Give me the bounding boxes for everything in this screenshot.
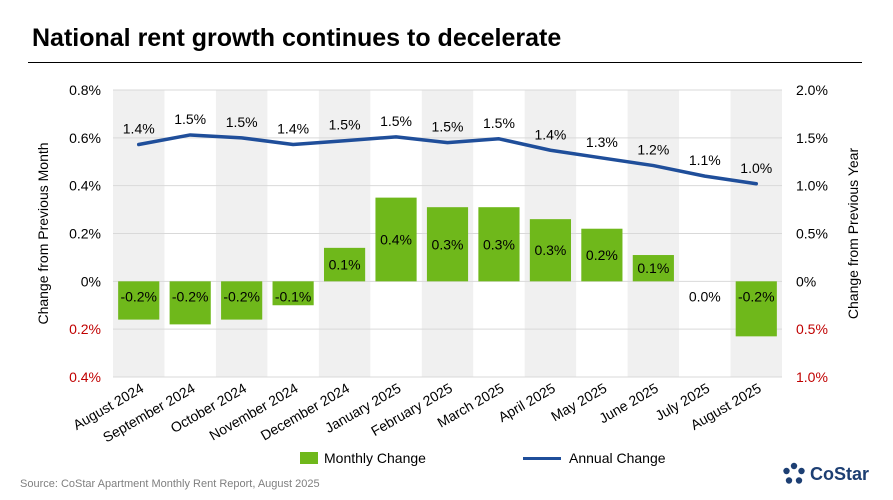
legend-item-annual: Annual Change bbox=[523, 450, 666, 466]
y-tick-label: 0.8% bbox=[69, 82, 101, 98]
costar-logo-text: CoStar bbox=[810, 463, 870, 484]
line-data-label: 1.1% bbox=[689, 152, 721, 168]
line-data-label: 1.3% bbox=[586, 134, 618, 150]
chart-title: National rent growth continues to decele… bbox=[32, 24, 562, 52]
legend-item-monthly: Monthly Change bbox=[300, 450, 426, 466]
bar bbox=[529, 219, 572, 282]
annual-change-line bbox=[136, 133, 759, 186]
bar-data-label: -0.2% bbox=[120, 288, 157, 304]
y2-tick-label: 1.0% bbox=[796, 369, 828, 385]
x-tick-label: April 2025 bbox=[495, 380, 558, 425]
bar-data-label: 0.0% bbox=[689, 288, 721, 304]
combo-chart: 0.8% 0.6% 0.4% 0.2% 0% 0.2% 0.4% 2.0% 1.5% 1.0% 0.… bbox=[35, 82, 861, 445]
y-tick-label: 0.4% bbox=[69, 178, 101, 194]
bar-data-label: -0.2% bbox=[172, 288, 209, 304]
y-tick-label: 0.6% bbox=[69, 130, 101, 146]
legend-label-monthly: Monthly Change bbox=[324, 450, 426, 466]
y2-tick-label: 0.5% bbox=[796, 226, 828, 242]
y2-tick-label: 0% bbox=[796, 273, 816, 289]
y-axis-label: Change from Previous Month bbox=[35, 142, 51, 324]
legend-label-annual: Annual Change bbox=[569, 450, 666, 466]
line-data-label: 1.5% bbox=[483, 115, 515, 131]
line-data-label: 1.5% bbox=[329, 117, 361, 133]
bar bbox=[735, 281, 777, 337]
y2-tick-label: 1.5% bbox=[796, 130, 828, 146]
y2-tick-label: 1.0% bbox=[796, 178, 828, 194]
bar-data-label: 0.3% bbox=[483, 236, 515, 252]
title-divider bbox=[28, 62, 862, 63]
line-data-label: 1.5% bbox=[380, 113, 412, 129]
bar bbox=[581, 228, 623, 282]
bar bbox=[221, 281, 263, 320]
bar-data-label: -0.2% bbox=[223, 288, 260, 304]
line-data-label: 1.4% bbox=[534, 126, 566, 142]
y-tick-label: 0.2% bbox=[69, 226, 101, 242]
y2-tick-label: 2.0% bbox=[796, 82, 828, 98]
source-note: Source: CoStar Apartment Monthly Rent Re… bbox=[20, 478, 320, 490]
bar-data-label: 0.4% bbox=[380, 231, 412, 247]
bar-data-label: -0.2% bbox=[738, 288, 775, 304]
line-data-label: 1.0% bbox=[740, 160, 772, 176]
x-tick-label: December 2024 bbox=[258, 380, 352, 444]
y2-tick-label: 0.5% bbox=[796, 321, 828, 337]
bar bbox=[169, 281, 211, 325]
line-data-label: 1.2% bbox=[637, 142, 669, 158]
y-tick-label: 0.4% bbox=[69, 369, 101, 385]
line-data-label: 1.4% bbox=[123, 121, 155, 137]
legend-swatch-bar bbox=[300, 452, 318, 464]
bar-data-label: -0.1% bbox=[275, 288, 312, 304]
bar bbox=[478, 207, 520, 282]
line-data-label: 1.5% bbox=[174, 111, 206, 127]
bar-data-label: 0.2% bbox=[586, 247, 618, 263]
costar-logo: CoStar bbox=[782, 462, 869, 486]
y2-axis-label: Change from Previous Year bbox=[845, 148, 861, 320]
bar bbox=[118, 281, 160, 320]
bar bbox=[632, 255, 674, 282]
line-data-label: 1.5% bbox=[432, 119, 464, 135]
costar-logo-icon bbox=[783, 462, 805, 484]
bar bbox=[426, 207, 469, 282]
bar-data-label: 0.3% bbox=[432, 236, 464, 252]
line-data-label: 1.4% bbox=[277, 121, 309, 137]
bar-data-label: 0.1% bbox=[637, 260, 669, 276]
legend-swatch-line bbox=[523, 456, 561, 460]
y-tick-label: 0.2% bbox=[69, 321, 101, 337]
bar-data-label: 0.3% bbox=[534, 242, 566, 258]
y-tick-label: 0% bbox=[81, 273, 101, 289]
bar bbox=[323, 247, 366, 282]
bar bbox=[375, 197, 417, 282]
x-tick-label: November 2024 bbox=[206, 380, 300, 444]
line-data-label: 1.5% bbox=[226, 114, 258, 130]
bar bbox=[272, 281, 314, 306]
x-tick-label: June 2025 bbox=[596, 380, 661, 427]
bar-data-label: 0.1% bbox=[329, 257, 361, 273]
